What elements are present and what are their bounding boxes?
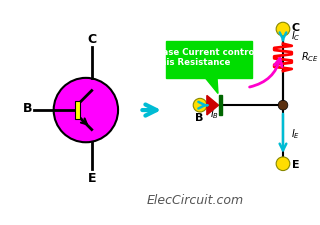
- Circle shape: [278, 100, 288, 110]
- Text: E: E: [292, 160, 300, 170]
- Circle shape: [276, 157, 290, 171]
- Polygon shape: [207, 95, 219, 115]
- Text: Base Current controls
this Resistance: Base Current controls this Resistance: [156, 48, 262, 67]
- Text: ElecCircuit.com: ElecCircuit.com: [147, 194, 244, 207]
- Bar: [75, 101, 80, 119]
- Text: B: B: [195, 113, 203, 123]
- Text: $I_C$: $I_C$: [291, 29, 300, 43]
- Text: $I_B$: $I_B$: [210, 107, 219, 121]
- Bar: [219, 95, 222, 115]
- Circle shape: [54, 78, 118, 142]
- Text: $R_{CE}$: $R_{CE}$: [300, 50, 318, 64]
- Text: $I_E$: $I_E$: [291, 128, 300, 141]
- Text: C: C: [292, 23, 300, 33]
- Text: B: B: [23, 102, 32, 115]
- Text: C: C: [87, 33, 96, 46]
- FancyBboxPatch shape: [166, 41, 252, 78]
- Circle shape: [276, 22, 290, 36]
- Text: E: E: [87, 172, 96, 185]
- Polygon shape: [205, 78, 218, 93]
- Circle shape: [193, 98, 207, 112]
